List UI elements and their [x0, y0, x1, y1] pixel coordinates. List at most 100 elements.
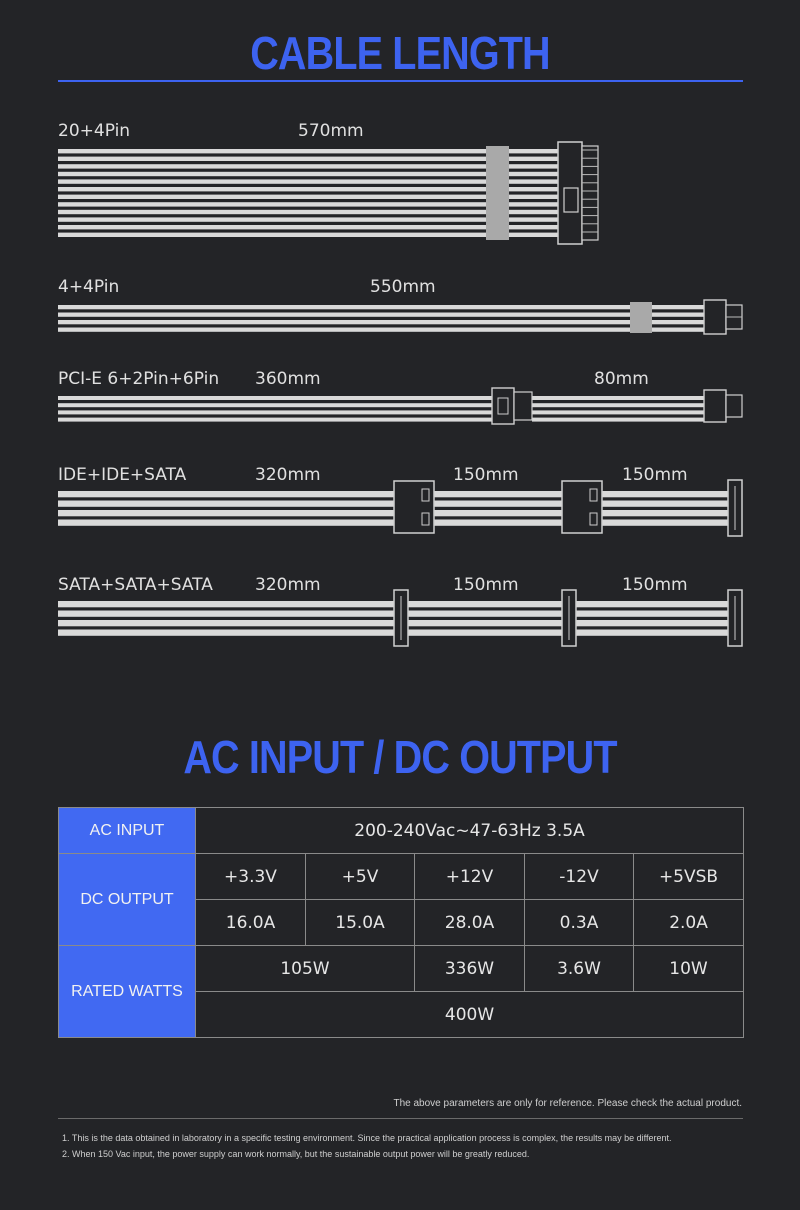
wire: [58, 610, 394, 617]
wire: [434, 500, 562, 507]
wire: [58, 417, 492, 422]
wire: [58, 620, 394, 627]
footnote-2: 2. When 150 Vac input, the power supply …: [62, 1149, 530, 1159]
cable-length-sata-1: 320mm: [255, 575, 321, 595]
wire: [408, 601, 562, 608]
wire: [58, 232, 558, 237]
voltage-cell: +12V: [414, 853, 525, 900]
cable-length-sata-2: 150mm: [453, 575, 519, 595]
wire: [576, 601, 728, 608]
table-row-total: 400W: [59, 991, 745, 1038]
wire: [576, 610, 728, 617]
voltage-cell: +3.3V: [195, 853, 306, 900]
cable-pcie-drawing: [58, 387, 743, 425]
wire: [434, 519, 562, 526]
cable-sata-drawing: [58, 589, 743, 647]
cable-length-pcie-2: 80mm: [594, 369, 649, 389]
cable-diagram: [58, 141, 743, 647]
cable-24pin-drawing: [58, 141, 599, 245]
wire: [58, 403, 492, 408]
wire: [58, 149, 558, 154]
wire: [58, 320, 704, 325]
wire: [602, 510, 728, 517]
cable-length-24pin: 570mm: [298, 121, 364, 141]
title-divider: [58, 80, 743, 82]
wire: [58, 194, 558, 199]
wire: [408, 629, 562, 636]
wire: [58, 396, 492, 400]
cable-sleeve: [486, 146, 509, 240]
cable-length-ide-3: 150mm: [622, 465, 688, 485]
molex-pin: [589, 488, 598, 502]
wire: [58, 327, 704, 332]
wire: [58, 187, 558, 192]
watts-cell: 10W: [632, 945, 745, 992]
current-cell: 15.0A: [305, 899, 415, 946]
cable-name-sata: SATA+SATA+SATA: [58, 575, 213, 595]
wire: [532, 410, 704, 415]
current-cell: 28.0A: [414, 899, 525, 946]
cable-length-ide-1: 320mm: [255, 465, 321, 485]
wire: [408, 610, 562, 617]
wire: [58, 179, 558, 184]
cable-name-24pin: 20+4Pin: [58, 121, 131, 141]
wire: [58, 312, 704, 317]
wire: [576, 629, 728, 636]
molex-pin: [421, 512, 430, 526]
wire: [602, 519, 728, 526]
connector-latch: [563, 187, 579, 213]
wire: [58, 164, 558, 169]
cable-length-ide-2: 150mm: [453, 465, 519, 485]
table-row-ac: AC INPUT 200-240Vac~47-63Hz 3.5A: [58, 807, 745, 854]
cable-name-pcie: PCI-E 6+2Pin+6Pin: [58, 369, 220, 389]
watts-cell: 336W: [414, 945, 525, 992]
wire: [58, 629, 394, 636]
wire: [532, 396, 704, 400]
wire: [58, 491, 394, 498]
wire: [602, 500, 728, 507]
dc-output-label: DC OUTPUT: [58, 853, 196, 946]
wire: [58, 225, 558, 230]
ac-input-label: AC INPUT: [58, 807, 196, 854]
connector-pins: [581, 145, 599, 241]
molex-pin: [421, 488, 430, 502]
cable-name-ide: IDE+IDE+SATA: [58, 465, 187, 485]
connector-pins: [513, 391, 533, 421]
wire: [602, 491, 728, 498]
cable-name-eps: 4+4Pin: [58, 277, 120, 297]
wire: [58, 519, 394, 526]
molex-pin: [589, 512, 598, 526]
wire: [58, 171, 558, 177]
cable-length-pcie-1: 360mm: [255, 369, 321, 389]
table-row-watts: RATED WATTS 105W 336W 3.6W 10W: [58, 945, 745, 1038]
cable-eps-drawing: [58, 299, 743, 335]
footnote-1: 1. This is the data obtained in laborato…: [62, 1133, 672, 1143]
wire: [58, 410, 492, 415]
connector-pins: [725, 394, 743, 418]
wire: [58, 217, 558, 222]
connector-latch: [497, 397, 509, 415]
spec-table: AC INPUT 200-240Vac~47-63Hz 3.5A DC OUTP…: [58, 807, 745, 1038]
voltage-cell: +5VSB: [632, 853, 745, 900]
watts-cell: 3.6W: [524, 945, 634, 992]
reference-note: The above parameters are only for refere…: [393, 1098, 742, 1109]
current-cell: 0.3A: [524, 899, 634, 946]
wire: [58, 500, 394, 507]
ac-input-value: 200-240Vac~47-63Hz 3.5A: [194, 807, 745, 854]
table-row-current: 16.0A 15.0A 28.0A 0.3A 2.0A: [59, 899, 745, 946]
cable-length-title: CABLE LENGTH: [250, 27, 550, 79]
wire: [434, 491, 562, 498]
wire: [58, 209, 558, 215]
wire: [58, 601, 394, 608]
wire: [408, 620, 562, 627]
wire: [576, 620, 728, 627]
wire: [58, 305, 704, 310]
watts-cell: 105W: [195, 945, 415, 992]
cable-sleeve: [630, 302, 652, 333]
wire: [434, 510, 562, 517]
table-row-voltage: DC OUTPUT +3.3V +5V +12V -12V +5VSB: [58, 853, 745, 946]
ac-dc-title: AC INPUT / DC OUTPUT: [183, 731, 617, 783]
wire: [58, 202, 558, 207]
wire: [532, 417, 704, 422]
cable-length-eps: 550mm: [370, 277, 436, 297]
